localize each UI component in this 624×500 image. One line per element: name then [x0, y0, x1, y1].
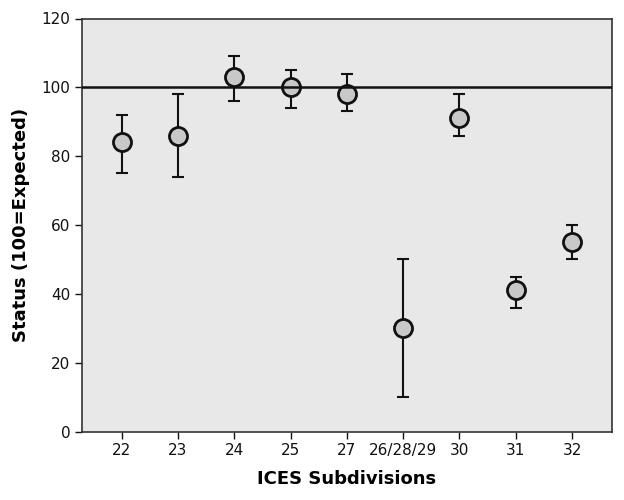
X-axis label: ICES Subdivisions: ICES Subdivisions [257, 470, 436, 488]
Y-axis label: Status (100=Expected): Status (100=Expected) [12, 108, 31, 342]
